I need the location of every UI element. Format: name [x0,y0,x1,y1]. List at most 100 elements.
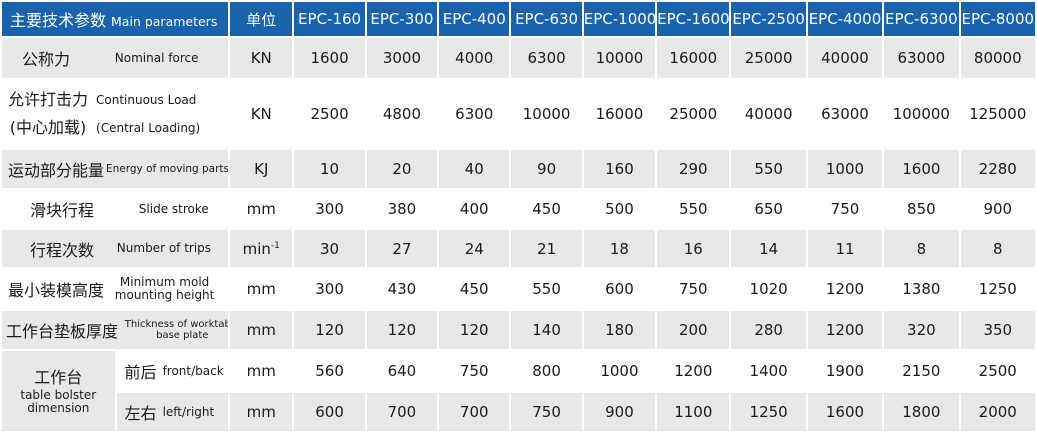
cell-value: 430 [366,269,438,309]
header-model: EPC-8000 [960,2,1035,36]
row-label-en: Number of trips [116,241,212,255]
row-label: 运动部分能量 Energy of moving parts [2,150,229,188]
row-unit: mm [230,269,293,309]
row-sublabel: 前后 front/back [116,351,229,391]
row-label: 允许打击力 (中心加载) Continuous Load (Central Lo… [2,80,229,148]
cell-value: 4000 [439,38,510,78]
row-label-zh: 允许打击力 [8,90,89,109]
cell-value: 1250 [731,393,806,431]
cell-value: 1400 [731,351,806,391]
cell-value: 700 [366,393,438,431]
cell-value: 1000 [807,150,883,188]
cell-value: 550 [657,190,730,228]
header-unit: 单位 [230,2,293,36]
row-sublabel-zh: 左右 [124,404,157,423]
row-label-en: Energy of moving parts [106,162,229,175]
header-param-zh: 主要技术参数 [10,11,107,30]
row-unit: mm [230,311,293,349]
cell-value: 63000 [807,80,883,148]
row-label-en-group: Minimum mold mounting height [115,276,215,302]
unit-superscript: -1 [270,240,280,251]
row-unit: KJ [230,150,293,188]
cell-value: 550 [731,150,806,188]
cell-value: 350 [960,311,1035,349]
cell-value: 1200 [807,269,883,309]
cell-value: 650 [731,190,806,228]
header-model: EPC-160 [294,2,365,36]
row-label: 最小装模高度 Minimum mold mounting height [2,269,229,309]
cell-value: 900 [583,393,656,431]
header-model: EPC-630 [511,2,582,36]
cell-value: 550 [511,269,582,309]
cell-value: 700 [439,393,510,431]
cell-value: 1800 [884,393,959,431]
row-unit: mm [230,351,293,391]
cell-value: 21 [511,230,582,267]
row-unit: KN [230,80,293,148]
cell-value: 750 [511,393,582,431]
cell-value: 10000 [511,80,582,148]
table-row: 最小装模高度 Minimum mold mounting height mm 3… [2,269,1035,309]
row-label-en: Thickness of worktable [124,319,229,330]
cell-value: 850 [884,190,959,228]
cell-value: 290 [657,150,730,188]
row-label-zh: 运动部分能量 [8,161,105,180]
row-label-en: (Central Loading) [96,121,201,135]
cell-value: 120 [366,311,438,349]
row-label-en: Nominal force [114,50,199,65]
cell-value: 25000 [731,38,806,78]
cell-value: 280 [731,311,806,349]
cell-value: 2500 [960,351,1035,391]
header-model: EPC-4000 [807,2,883,36]
table-row: 公称力 Nominal force KN 1600 3000 4000 6300… [2,38,1035,78]
row-label-zh: 行程次数 [30,240,95,260]
cell-value: 10000 [583,38,656,78]
cell-value: 40000 [731,80,806,148]
cell-value: 80000 [960,38,1035,78]
cell-value: 6300 [439,80,510,148]
cell-value: 750 [657,269,730,309]
cell-value: 40000 [807,38,883,78]
row-label-en: base plate [156,330,209,341]
cell-value: 1200 [807,311,883,349]
cell-value: 90 [511,150,582,188]
cell-value: 750 [439,351,510,391]
cell-value: 25000 [657,80,730,148]
header-model: EPC-300 [366,2,438,36]
cell-value: 11 [807,230,883,267]
header-model: EPC-1000 [583,2,656,36]
cell-value: 120 [439,311,510,349]
cell-value: 1200 [657,351,730,391]
cell-value: 1380 [884,269,959,309]
table-row: 左右 left/right mm 600 700 700 750 900 1100… [2,393,1035,431]
row-sublabel-en: left/right [162,404,215,419]
cell-value: 24 [439,230,510,267]
cell-value: 4800 [366,80,438,148]
row-label-en: mounting height [114,288,215,302]
cell-value: 900 [960,190,1035,228]
cell-value: 2000 [960,393,1035,431]
row-unit: mm [230,393,293,431]
row-label: 公称力 Nominal force [2,38,229,78]
row-label-en-group: Thickness of worktable base plate [125,319,228,341]
header-model: EPC-6300 [884,2,959,36]
cell-value: 1100 [657,393,730,431]
row-label-zh: 公称力 [22,50,71,69]
cell-value: 1600 [294,38,365,78]
cell-value: 125000 [960,80,1035,148]
cell-value: 8 [884,230,959,267]
table-bolster-en: dimension [27,401,90,415]
row-label-en: Continuous Load [96,93,197,107]
cell-value: 2280 [960,150,1035,188]
table-row: 行程次数 Number of trips min-1 30 27 24 21 1… [2,230,1035,267]
cell-value: 300 [294,269,365,309]
cell-value: 1000 [583,351,656,391]
row-label: 工作台垫板厚度 Thickness of worktable base plat… [2,311,229,349]
cell-value: 18 [583,230,656,267]
table-row: 运动部分能量 Energy of moving parts KJ 10 20 40… [2,150,1035,188]
cell-value: 800 [511,351,582,391]
header-model: EPC-400 [439,2,510,36]
cell-value: 1600 [884,150,959,188]
cell-value: 160 [583,150,656,188]
row-label-en: Slide stroke [138,201,209,216]
